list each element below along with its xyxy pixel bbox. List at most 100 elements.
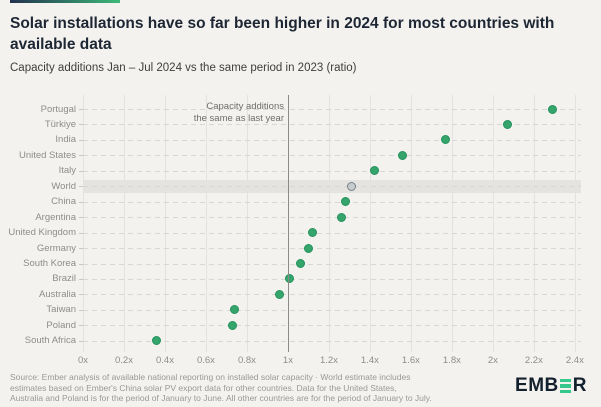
row-label-china: China bbox=[51, 196, 76, 208]
gridline-0.4x bbox=[164, 95, 166, 352]
data-point-australia bbox=[275, 289, 285, 299]
row-gridline-south-africa bbox=[83, 340, 581, 342]
row-label-germany: Germany bbox=[36, 242, 76, 254]
annotation-line-2: the same as last year bbox=[193, 112, 284, 124]
x-tick-0.2x: 0.2x bbox=[115, 355, 133, 366]
source-note: Source: Ember analysis of available nati… bbox=[10, 372, 515, 404]
row-gridline-poland bbox=[83, 325, 581, 327]
data-point-world bbox=[346, 181, 356, 191]
data-point-china bbox=[340, 197, 350, 207]
row-tick-t-rkiye bbox=[79, 124, 83, 126]
annotation-line-1: Capacity additions bbox=[206, 101, 284, 112]
row-label-australia: Australia bbox=[39, 288, 76, 300]
row-tick-taiwan bbox=[79, 309, 83, 311]
data-point-portugal bbox=[547, 104, 557, 114]
row-label-united-states: United States bbox=[18, 149, 76, 161]
row-tick-china bbox=[79, 201, 83, 203]
data-point-argentina bbox=[336, 212, 346, 222]
row-gridline-argentina bbox=[83, 217, 581, 219]
row-tick-world bbox=[79, 186, 83, 188]
row-tick-india bbox=[79, 139, 83, 141]
data-point-united-states bbox=[398, 150, 408, 160]
gridline-2x bbox=[492, 95, 494, 352]
row-gridline-united-states bbox=[83, 155, 581, 157]
row-label-united-kingdom: United Kingdom bbox=[8, 227, 76, 239]
row-gridline-united-kingdom bbox=[83, 232, 581, 234]
row-label-india: India bbox=[55, 134, 76, 146]
gridline-1.4x bbox=[369, 95, 371, 352]
chart-title: Solar installations have so far been hig… bbox=[10, 15, 555, 53]
row-tick-portugal bbox=[79, 109, 83, 110]
x-tick-2x: 2x bbox=[487, 355, 498, 366]
row-label-italy: Italy bbox=[58, 165, 76, 177]
ember-e-bars-icon bbox=[560, 379, 572, 393]
ember-logo: EMB R bbox=[515, 375, 587, 397]
reference-line-1x bbox=[287, 95, 290, 352]
gridline-0x bbox=[83, 95, 84, 352]
header: Solar installations have so far been hig… bbox=[10, 0, 595, 74]
row-label-poland: Poland bbox=[46, 319, 76, 331]
row-label-t-rkiye: Türkiye bbox=[44, 118, 76, 130]
x-tick-2.4x: 2.4x bbox=[565, 355, 584, 366]
gridline-1.8x bbox=[451, 95, 453, 352]
row-gridline-world bbox=[83, 186, 581, 188]
data-point-italy bbox=[369, 166, 379, 176]
x-tick-1.6x: 1.6x bbox=[401, 355, 420, 366]
chart: Capacity additions the same as last year… bbox=[0, 95, 601, 370]
gridline-1.6x bbox=[410, 95, 412, 352]
source-line-2: estimates based on Ember's China solar P… bbox=[10, 382, 397, 393]
row-label-taiwan: Taiwan bbox=[46, 304, 76, 316]
row-tick-poland bbox=[79, 325, 83, 327]
row-tick-australia bbox=[79, 294, 83, 296]
data-point-united-kingdom bbox=[308, 228, 318, 238]
gridline-2.4x bbox=[574, 95, 576, 352]
x-tick-0.4x: 0.4x bbox=[155, 355, 174, 366]
source-line-1: Source: Ember analysis of available nati… bbox=[10, 372, 411, 382]
row-gridline-brazil bbox=[83, 278, 581, 280]
data-point-south-africa bbox=[152, 336, 162, 346]
row-tick-united-kingdom bbox=[79, 232, 83, 234]
ember-logo-text-left: EMB bbox=[515, 375, 559, 396]
data-point-india bbox=[441, 135, 451, 145]
row-label-portugal: Portugal bbox=[40, 103, 76, 115]
row-label-south-korea: South Korea bbox=[23, 258, 76, 269]
row-label-world: World bbox=[51, 180, 76, 192]
row-gridline-taiwan bbox=[83, 309, 581, 311]
row-tick-germany bbox=[79, 248, 83, 250]
row-tick-south-africa bbox=[79, 340, 83, 342]
accent-bar bbox=[10, 0, 120, 3]
row-label-south-africa: South Africa bbox=[24, 335, 76, 347]
row-gridline-australia bbox=[83, 294, 581, 296]
row-gridline-india bbox=[83, 139, 581, 141]
x-tick-1.2x: 1.2x bbox=[319, 355, 338, 366]
gridline-0.6x bbox=[205, 95, 207, 352]
data-point-taiwan bbox=[230, 305, 240, 315]
row-tick-italy bbox=[79, 170, 83, 172]
gridline-1.2x bbox=[328, 95, 330, 352]
row-gridline-south-korea bbox=[83, 263, 581, 265]
data-point-poland bbox=[228, 320, 238, 330]
x-tick-2.2x: 2.2x bbox=[524, 355, 543, 366]
ember-logo-text-right: R bbox=[572, 375, 587, 396]
x-tick-0.8x: 0.8x bbox=[237, 355, 256, 366]
data-point-south-korea bbox=[295, 259, 305, 268]
row-tick-united-states bbox=[79, 155, 83, 157]
row-gridline-t-rkiye bbox=[83, 124, 581, 126]
x-tick-1.8x: 1.8x bbox=[442, 355, 461, 366]
data-point-brazil bbox=[285, 274, 295, 284]
chart-subtitle: Capacity additions Jan – Jul 2024 vs the… bbox=[10, 62, 357, 74]
data-point-germany bbox=[303, 243, 313, 253]
row-tick-argentina bbox=[79, 217, 83, 219]
row-tick-south-korea bbox=[79, 263, 83, 265]
row-gridline-germany bbox=[83, 248, 581, 250]
row-label-argentina: Argentina bbox=[35, 211, 76, 223]
row-tick-brazil bbox=[79, 278, 83, 280]
gridline-0.2x bbox=[123, 95, 125, 352]
x-tick-0x: 0x bbox=[77, 355, 89, 366]
row-gridline-italy bbox=[83, 170, 581, 172]
x-tick-0.6x: 0.6x bbox=[196, 355, 215, 366]
row-gridline-china bbox=[83, 201, 581, 203]
row-label-brazil: Brazil bbox=[52, 273, 76, 285]
row-gridline-portugal bbox=[83, 109, 581, 110]
source-line-3: Australia and Poland is for the period o… bbox=[10, 393, 432, 403]
